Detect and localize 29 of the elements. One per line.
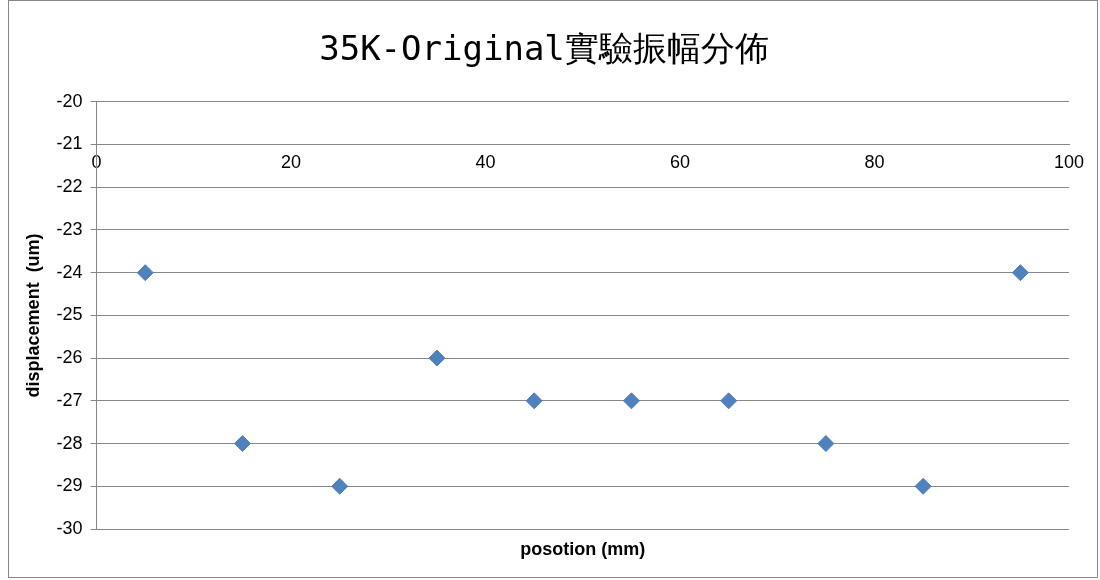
- x-tick-label: 60: [670, 152, 691, 173]
- point: [1011, 264, 1029, 282]
- y-tick-label: -26: [56, 347, 83, 368]
- point: [233, 435, 251, 453]
- x-tick-label: 20: [281, 152, 302, 173]
- y-tick-label: -22: [56, 176, 83, 197]
- point: [525, 392, 543, 410]
- x-tick-label: 40: [475, 152, 496, 173]
- point: [428, 349, 446, 367]
- y-tick-label: -27: [56, 389, 83, 410]
- x-tick-label: 100: [1053, 152, 1085, 173]
- point: [914, 477, 932, 495]
- y-tick-label: -25: [56, 304, 83, 325]
- y-tick-label: -21: [56, 133, 83, 154]
- y-tick-label: -28: [56, 432, 83, 453]
- point: [817, 435, 835, 453]
- x-tick-label: 80: [864, 152, 885, 173]
- y-tick-label: -23: [56, 218, 83, 239]
- point: [720, 392, 738, 410]
- x-axis-title: posotion (mm): [520, 538, 646, 559]
- y-tick-label: -30: [56, 517, 83, 538]
- point: [622, 392, 640, 410]
- point: [331, 477, 349, 495]
- chart-title: 35K-Original實驗振幅分佈: [319, 28, 769, 69]
- y-tick-label: -20: [56, 90, 83, 111]
- y-tick-label: -24: [56, 261, 83, 282]
- y-axis-title: displacement (um): [22, 233, 43, 398]
- point: [136, 264, 154, 282]
- y-tick-label: -29: [56, 475, 83, 496]
